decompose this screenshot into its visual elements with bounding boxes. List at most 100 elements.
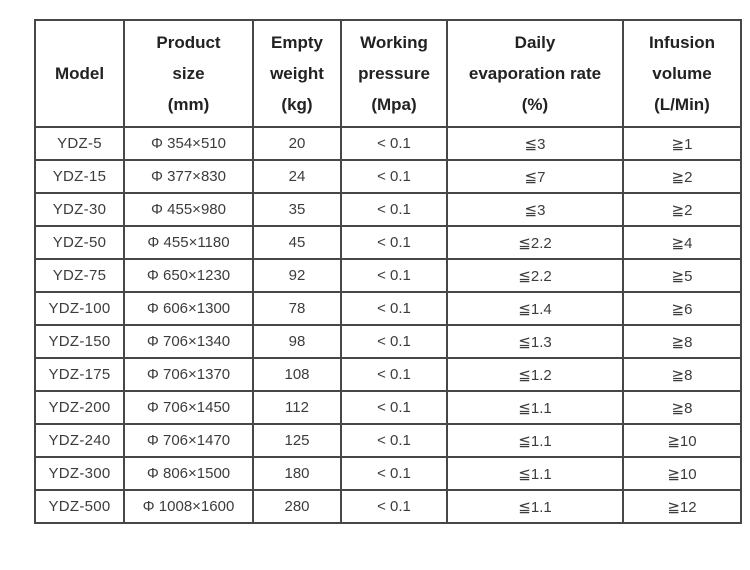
- column-header-product-size: Product size (mm): [123, 19, 254, 128]
- table-row: YDZ-50 Φ 455×1180 45 < 0.1 ≦2.2 ≧4: [34, 225, 742, 260]
- cell-product-size: Φ 606×1300: [123, 291, 254, 326]
- cell-empty-weight: 92: [252, 258, 342, 293]
- cell-evaporation-rate: ≦2.2: [446, 258, 624, 293]
- cell-infusion-volume: ≧2: [622, 192, 742, 227]
- cell-infusion-volume: ≧4: [622, 225, 742, 260]
- cell-evaporation-rate: ≦1.4: [446, 291, 624, 326]
- cell-product-size: Φ 650×1230: [123, 258, 254, 293]
- cell-empty-weight: 280: [252, 489, 342, 524]
- cell-empty-weight: 180: [252, 456, 342, 491]
- cell-working-pressure: < 0.1: [340, 291, 448, 326]
- table-row: YDZ-200 Φ 706×1450 112 < 0.1 ≦1.1 ≧8: [34, 390, 742, 425]
- header-line: (mm): [167, 95, 210, 114]
- cell-product-size: Φ 706×1340: [123, 324, 254, 359]
- cell-working-pressure: < 0.1: [340, 192, 448, 227]
- header-line: Model: [54, 64, 105, 83]
- cell-evaporation-rate: ≦1.1: [446, 423, 624, 458]
- table-row: YDZ-75 Φ 650×1230 92 < 0.1 ≦2.2 ≧5: [34, 258, 742, 293]
- cell-infusion-volume: ≧8: [622, 324, 742, 359]
- header-line: Infusion: [648, 33, 716, 52]
- table-row: YDZ-15 Φ 377×830 24 < 0.1 ≦7 ≧2: [34, 159, 742, 194]
- table-row: YDZ-30 Φ 455×980 35 < 0.1 ≦3 ≧2: [34, 192, 742, 227]
- table-row: YDZ-5 Φ 354×510 20 < 0.1 ≦3 ≧1: [34, 126, 742, 161]
- cell-infusion-volume: ≧10: [622, 423, 742, 458]
- table-header: Model Product size (mm) Empty weight (kg) Worki…: [34, 19, 742, 128]
- cell-product-size: Φ 706×1470: [123, 423, 254, 458]
- cell-infusion-volume: ≧5: [622, 258, 742, 293]
- cell-product-size: Φ 706×1450: [123, 390, 254, 425]
- cell-product-size: Φ 455×980: [123, 192, 254, 227]
- cell-model: YDZ-5: [34, 126, 125, 161]
- cell-evaporation-rate: ≦7: [446, 159, 624, 194]
- cell-model: YDZ-75: [34, 258, 125, 293]
- column-header-infusion-volume: Infusion volume (L/Min): [622, 19, 742, 128]
- cell-evaporation-rate: ≦2.2: [446, 225, 624, 260]
- cell-empty-weight: 20: [252, 126, 342, 161]
- column-header-model: Model: [34, 19, 125, 128]
- cell-empty-weight: 78: [252, 291, 342, 326]
- cell-infusion-volume: ≧6: [622, 291, 742, 326]
- cell-evaporation-rate: ≦1.1: [446, 456, 624, 491]
- header-line: (%): [521, 95, 549, 114]
- header-line: evaporation rate: [468, 64, 602, 83]
- cell-evaporation-rate: ≦3: [446, 126, 624, 161]
- cell-model: YDZ-50: [34, 225, 125, 260]
- product-spec-table: Model Product size (mm) Empty weight (kg) Worki…: [34, 19, 742, 524]
- cell-model: YDZ-240: [34, 423, 125, 458]
- cell-product-size: Φ 1008×1600: [123, 489, 254, 524]
- cell-model: YDZ-175: [34, 357, 125, 392]
- header-line: size: [172, 64, 205, 83]
- cell-empty-weight: 24: [252, 159, 342, 194]
- cell-empty-weight: 35: [252, 192, 342, 227]
- cell-working-pressure: < 0.1: [340, 357, 448, 392]
- column-header-empty-weight: Empty weight (kg): [252, 19, 342, 128]
- cell-evaporation-rate: ≦1.2: [446, 357, 624, 392]
- cell-infusion-volume: ≧8: [622, 357, 742, 392]
- cell-product-size: Φ 455×1180: [123, 225, 254, 260]
- cell-evaporation-rate: ≦1.1: [446, 390, 624, 425]
- cell-empty-weight: 112: [252, 390, 342, 425]
- cell-working-pressure: < 0.1: [340, 159, 448, 194]
- cell-evaporation-rate: ≦1.1: [446, 489, 624, 524]
- table-row: YDZ-300 Φ 806×1500 180 < 0.1 ≦1.1 ≧10: [34, 456, 742, 491]
- cell-empty-weight: 108: [252, 357, 342, 392]
- cell-working-pressure: < 0.1: [340, 456, 448, 491]
- cell-product-size: Φ 377×830: [123, 159, 254, 194]
- cell-product-size: Φ 706×1370: [123, 357, 254, 392]
- cell-model: YDZ-300: [34, 456, 125, 491]
- cell-product-size: Φ 806×1500: [123, 456, 254, 491]
- cell-working-pressure: < 0.1: [340, 489, 448, 524]
- cell-infusion-volume: ≧12: [622, 489, 742, 524]
- cell-empty-weight: 125: [252, 423, 342, 458]
- cell-infusion-volume: ≧10: [622, 456, 742, 491]
- cell-evaporation-rate: ≦1.3: [446, 324, 624, 359]
- cell-working-pressure: < 0.1: [340, 390, 448, 425]
- cell-working-pressure: < 0.1: [340, 225, 448, 260]
- header-line: (L/Min): [654, 95, 710, 114]
- header-line: Working: [360, 33, 428, 52]
- header-line: volume: [652, 64, 712, 83]
- cell-working-pressure: < 0.1: [340, 423, 448, 458]
- cell-model: YDZ-500: [34, 489, 125, 524]
- cell-infusion-volume: ≧2: [622, 159, 742, 194]
- header-line: Product: [156, 33, 221, 52]
- table-body: YDZ-5 Φ 354×510 20 < 0.1 ≦3 ≧1 YDZ-15 Φ 377×830…: [34, 126, 742, 524]
- cell-empty-weight: 98: [252, 324, 342, 359]
- cell-infusion-volume: ≧1: [622, 126, 742, 161]
- column-header-working-pressure: Working pressure (Mpa): [340, 19, 448, 128]
- table-row: YDZ-175 Φ 706×1370 108 < 0.1 ≦1.2 ≧8: [34, 357, 742, 392]
- cell-empty-weight: 45: [252, 225, 342, 260]
- table-row: YDZ-240 Φ 706×1470 125 < 0.1 ≦1.1 ≧10: [34, 423, 742, 458]
- header-line: pressure: [358, 64, 430, 83]
- cell-model: YDZ-30: [34, 192, 125, 227]
- column-header-evaporation-rate: Daily evaporation rate (%): [446, 19, 624, 128]
- header-line: weight: [270, 64, 324, 83]
- table-row: YDZ-100 Φ 606×1300 78 < 0.1 ≦1.4 ≧6: [34, 291, 742, 326]
- cell-model: YDZ-150: [34, 324, 125, 359]
- cell-working-pressure: < 0.1: [340, 258, 448, 293]
- cell-product-size: Φ 354×510: [123, 126, 254, 161]
- table-row: YDZ-150 Φ 706×1340 98 < 0.1 ≦1.3 ≧8: [34, 324, 742, 359]
- cell-model: YDZ-100: [34, 291, 125, 326]
- cell-working-pressure: < 0.1: [340, 126, 448, 161]
